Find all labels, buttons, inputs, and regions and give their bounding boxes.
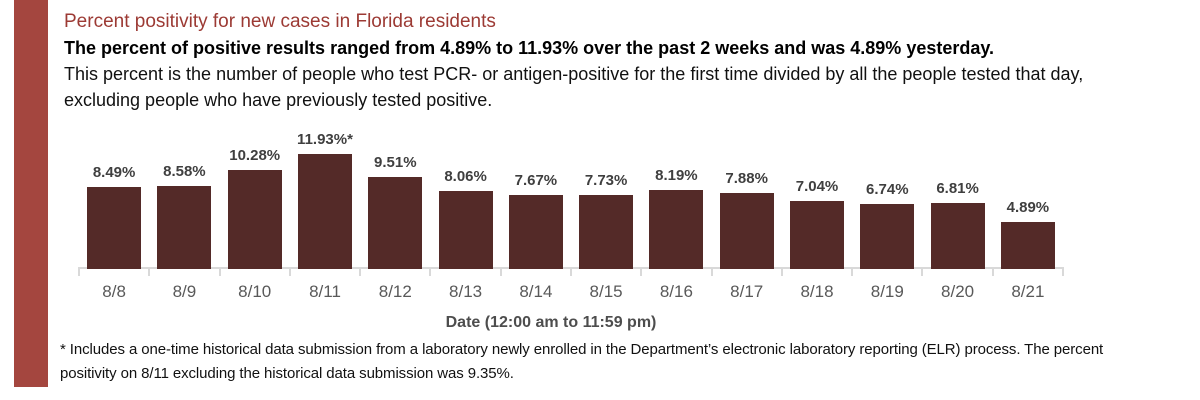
axis-tick bbox=[710, 267, 713, 276]
axis-tick bbox=[780, 267, 783, 276]
bar-value-label: 8.06% bbox=[444, 168, 487, 185]
bar bbox=[157, 186, 212, 269]
bar-value-label: 6.74% bbox=[866, 181, 909, 198]
axis-tick bbox=[499, 267, 502, 276]
chart-description-line-1: This percent is the number of people who… bbox=[64, 64, 1084, 84]
x-tick-label: 8/15 bbox=[589, 282, 623, 301]
bar bbox=[860, 204, 915, 269]
bar-value-label: 7.04% bbox=[795, 178, 839, 195]
bar-value-label: 7.67% bbox=[514, 172, 558, 189]
axis-tick bbox=[991, 267, 994, 276]
axis-tick bbox=[429, 267, 432, 276]
x-tick-label: 8/17 bbox=[730, 282, 764, 301]
bar bbox=[87, 187, 142, 269]
x-tick-label: 8/8 bbox=[102, 282, 126, 301]
axis-tick bbox=[78, 267, 80, 276]
axis-tick bbox=[288, 267, 291, 276]
bar bbox=[438, 191, 493, 269]
bar-value-label: 8.49% bbox=[92, 164, 136, 181]
axis-tick bbox=[218, 267, 221, 276]
x-tick-label: 8/16 bbox=[659, 282, 693, 301]
x-tick-label: 8/12 bbox=[378, 282, 412, 301]
axis-tick bbox=[570, 267, 572, 276]
bar bbox=[930, 203, 985, 269]
footnote: * Includes a one-time historical data su… bbox=[60, 338, 1190, 386]
chart-header: Percent positivity for new cases in Flor… bbox=[64, 9, 1174, 113]
bar-plot: 8.49% 8/8 8.58% 8/9 10.28% 8/10 11.93%* 8/11 9.5… bbox=[78, 120, 1064, 301]
bar-value-label: 10.28% bbox=[229, 147, 281, 164]
x-tick-label: 8/13 bbox=[449, 282, 483, 301]
bar-value-label: 6.81% bbox=[936, 180, 979, 197]
x-tick-label: 8/9 bbox=[172, 282, 197, 301]
footnote-line-1: * Includes a one-time historical data su… bbox=[60, 341, 1104, 358]
bar bbox=[719, 193, 774, 269]
bar-value-label: 9.51% bbox=[374, 154, 417, 171]
bar bbox=[298, 154, 352, 269]
bar bbox=[1000, 222, 1055, 269]
bar bbox=[790, 201, 844, 269]
x-tick-label: 8/14 bbox=[519, 282, 553, 301]
axis-tick bbox=[851, 267, 854, 276]
x-tick-label: 8/10 bbox=[238, 282, 272, 301]
chart-description-line-2: excluding people who have previously tes… bbox=[64, 90, 493, 110]
bar bbox=[508, 195, 563, 269]
bar-value-label: 11.93%* bbox=[297, 131, 353, 148]
axis-tick bbox=[640, 267, 643, 276]
axis-tick bbox=[1062, 267, 1064, 276]
left-accent-stripe bbox=[14, 0, 48, 387]
footnote-line-2: positivity on 8/11 excluding the histori… bbox=[60, 365, 514, 382]
bar-value-label: 8.19% bbox=[655, 167, 698, 184]
axis-tick bbox=[359, 267, 362, 276]
chart-title: Percent positivity for new cases in Flor… bbox=[64, 11, 496, 32]
bar-value-label: 7.88% bbox=[725, 170, 768, 187]
x-axis-title: Date (12:00 am to 11:59 pm) bbox=[445, 314, 657, 331]
bar bbox=[579, 195, 634, 269]
x-tick-label: 8/18 bbox=[800, 282, 834, 301]
bar bbox=[227, 170, 282, 269]
bar bbox=[649, 190, 704, 269]
x-tick-label: 8/19 bbox=[870, 282, 904, 301]
x-tick-label: 8/21 bbox=[1011, 282, 1045, 301]
axis-tick bbox=[148, 267, 151, 276]
chart-subtitle: The percent of positive results ranged f… bbox=[64, 38, 995, 58]
bar-value-label: 4.89% bbox=[1006, 199, 1050, 216]
x-tick-label: 8/20 bbox=[941, 282, 975, 301]
bar bbox=[368, 177, 423, 269]
bar-value-label: 7.73% bbox=[584, 172, 628, 189]
x-tick-label: 8/11 bbox=[309, 282, 341, 301]
axis-tick bbox=[921, 267, 924, 276]
bar-value-label: 8.58% bbox=[163, 163, 206, 180]
